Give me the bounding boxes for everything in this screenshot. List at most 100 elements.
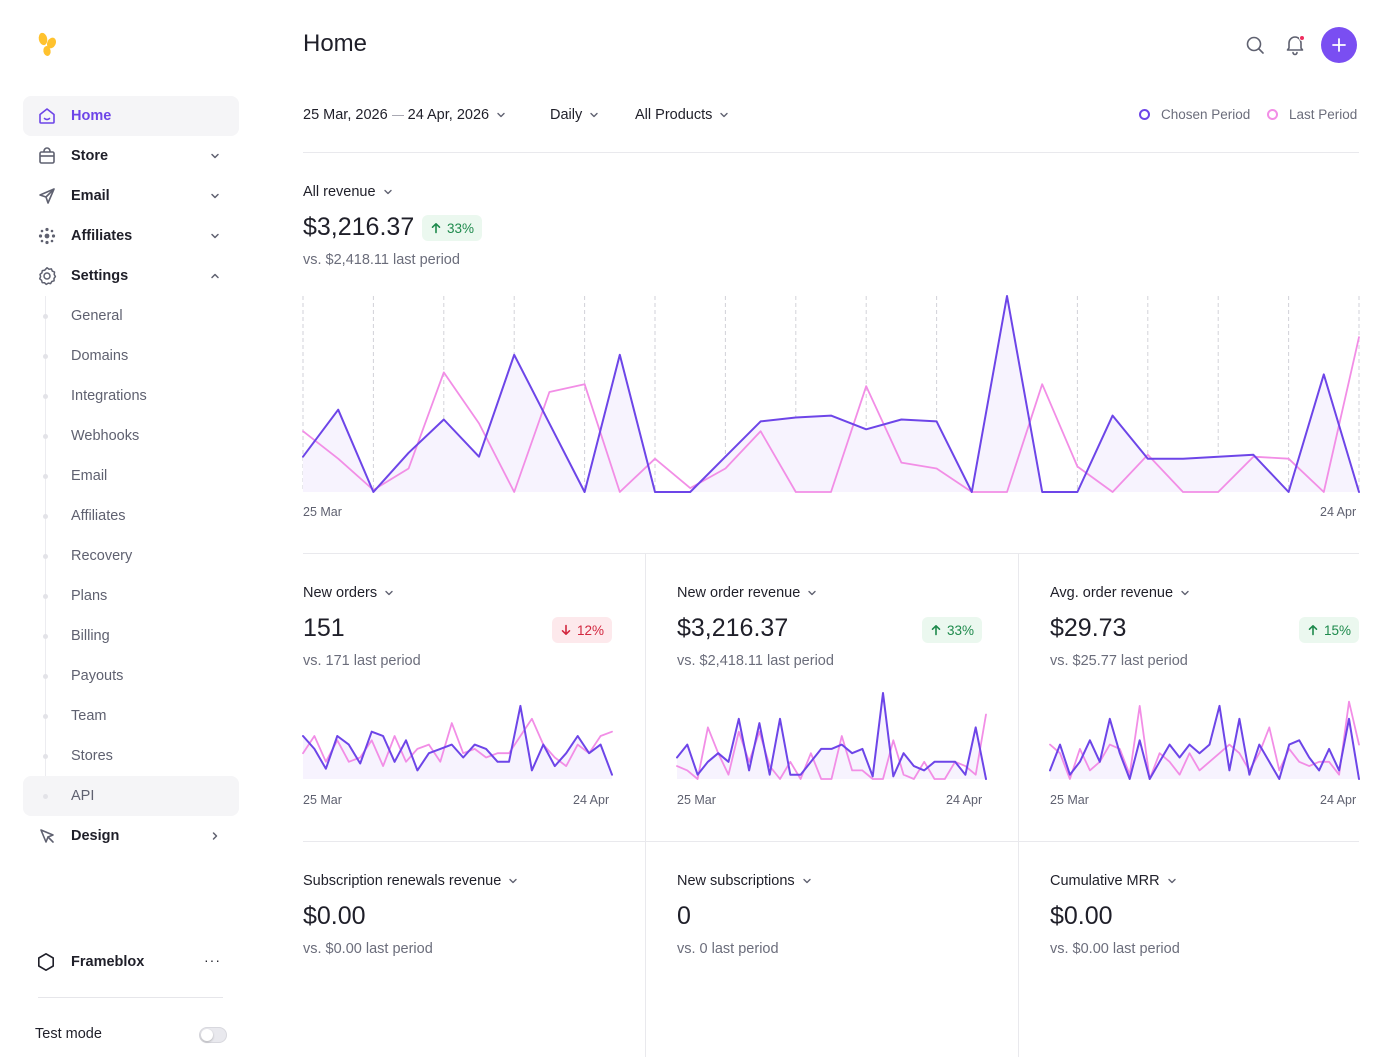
products-select[interactable]: All Products — [635, 107, 729, 123]
search-icon[interactable] — [1243, 33, 1267, 57]
avg-order-revenue-select[interactable]: Avg. order revenue — [1050, 585, 1190, 601]
metric-label: New order revenue — [677, 585, 801, 601]
arrow-up-icon — [931, 625, 941, 636]
gear-icon — [37, 266, 57, 286]
bullet-dot — [43, 314, 48, 319]
new-orders-chart[interactable] — [302, 693, 613, 779]
metric-value: $3,216.37 — [303, 213, 415, 241]
revenue-chart[interactable] — [302, 295, 1360, 493]
bullet-dot — [43, 394, 48, 399]
submenu-guide-line — [45, 296, 46, 796]
chosen-period-line — [302, 704, 613, 776]
send-icon — [37, 186, 57, 206]
brand-logo-icon[interactable] — [36, 30, 60, 58]
bullet-dot — [43, 594, 48, 599]
chevron-right-icon[interactable] — [209, 830, 221, 842]
settings-subitem-general[interactable]: General — [23, 296, 239, 336]
settings-subitem-payouts[interactable]: Payouts — [23, 656, 239, 696]
settings-subitem-email[interactable]: Email — [23, 456, 239, 496]
chevron-down-icon[interactable] — [209, 150, 221, 162]
sidebar-item-label: Email — [71, 188, 110, 204]
toggle-knob — [201, 1029, 213, 1041]
subitem-label: Stores — [71, 748, 113, 764]
change-value: 33% — [947, 622, 975, 638]
new-order-revenue-select[interactable]: New order revenue — [677, 585, 817, 601]
main-metric-select[interactable]: All revenue — [303, 184, 393, 200]
new-orders-select[interactable]: New orders — [303, 585, 394, 601]
series-area-fill — [677, 693, 986, 779]
legend-chosen: Chosen Period — [1139, 107, 1250, 122]
date-start: 25 Mar, 2026 — [303, 107, 388, 123]
workspace-switcher[interactable]: Frameblox ··· — [23, 942, 239, 982]
sidebar-item-store[interactable]: Store — [23, 136, 239, 176]
test-mode-toggle[interactable] — [199, 1027, 227, 1043]
settings-subitem-team[interactable]: Team — [23, 696, 239, 736]
bullet-dot — [43, 754, 48, 759]
sidebar-item-label: Settings — [71, 268, 129, 284]
settings-subitem-webhooks[interactable]: Webhooks — [23, 416, 239, 456]
more-options-icon[interactable]: ··· — [204, 952, 221, 968]
bullet-dot — [43, 714, 48, 719]
avg-order-revenue-chart[interactable] — [1049, 693, 1360, 780]
subscription-renewals-select[interactable]: Subscription renewals revenue — [303, 873, 518, 889]
create-button[interactable] — [1321, 27, 1357, 63]
settings-subitem-plans[interactable]: Plans — [23, 576, 239, 616]
sidebar-item-email[interactable]: Email — [23, 176, 239, 216]
x-axis-end-label: 24 Apr — [573, 793, 610, 807]
main-nav: Home Store Email Affiliates — [23, 96, 239, 856]
metric-value: 0 — [677, 902, 691, 930]
cumulative-mrr-select[interactable]: Cumulative MRR — [1050, 873, 1177, 889]
chosen-period-line — [1049, 704, 1360, 780]
x-axis-start-label: 25 Mar — [677, 793, 716, 807]
subitem-label: Integrations — [71, 388, 147, 404]
settings-subitem-integrations[interactable]: Integrations — [23, 376, 239, 416]
chevron-down-icon[interactable] — [209, 190, 221, 202]
settings-subitem-stores[interactable]: Stores — [23, 736, 239, 776]
bullet-dot — [43, 674, 48, 679]
metric-label: Avg. order revenue — [1050, 585, 1174, 601]
new-order-revenue-chart[interactable] — [676, 692, 987, 780]
hexagon-icon — [36, 952, 56, 977]
sidebar-item-home[interactable]: Home — [23, 96, 239, 136]
interval-select[interactable]: Daily — [550, 107, 599, 123]
divider — [303, 553, 1359, 554]
settings-subitem-affiliates[interactable]: Affiliates — [23, 496, 239, 536]
date-range-picker[interactable]: 25 Mar, 2026 24 Apr, 2026 — [303, 107, 506, 123]
change-badge: 15% — [1299, 617, 1360, 643]
sidebar-item-label: Store — [71, 148, 109, 164]
series-area-fill — [303, 296, 1359, 492]
plus-icon — [1332, 38, 1346, 52]
x-axis-end-label: 24 Apr — [1320, 505, 1357, 519]
bullet-dot — [43, 474, 48, 479]
sidebar: Home Store Email Affiliates — [0, 0, 262, 1057]
settings-subitem-billing[interactable]: Billing — [23, 616, 239, 656]
settings-subitem-recovery[interactable]: Recovery — [23, 536, 239, 576]
metric-value: $3,216.37 — [677, 614, 789, 642]
chevron-down-icon[interactable] — [209, 230, 221, 242]
x-axis-start-label: 25 Mar — [1050, 793, 1089, 807]
new-subscriptions-select[interactable]: New subscriptions — [677, 873, 812, 889]
sidebar-item-affiliates[interactable]: Affiliates — [23, 216, 239, 256]
chevron-down-icon — [385, 590, 393, 596]
bullet-dot — [43, 634, 48, 639]
range-dash — [391, 114, 404, 116]
x-axis-start-label: 25 Mar — [303, 505, 342, 519]
metric-value: $0.00 — [303, 902, 366, 930]
settings-subitem-domains[interactable]: Domains — [23, 336, 239, 376]
chevron-down-icon — [497, 112, 505, 118]
settings-subitem-api[interactable]: API — [23, 776, 239, 816]
chevron-up-icon[interactable] — [209, 270, 221, 282]
metric-comparison: vs. $0.00 last period — [303, 941, 433, 957]
x-axis-end-label: 24 Apr — [1320, 793, 1357, 807]
bullet-dot — [43, 554, 48, 559]
chevron-down-icon — [590, 112, 598, 118]
bell-icon[interactable] — [1283, 32, 1307, 56]
subitem-label: Plans — [71, 588, 108, 604]
metric-comparison: vs. $2,418.11 last period — [303, 252, 460, 268]
chevron-down-icon — [383, 189, 392, 195]
interval-value: Daily — [550, 107, 583, 123]
sidebar-item-design[interactable]: Design — [23, 816, 239, 856]
sidebar-item-settings[interactable]: Settings — [23, 256, 239, 296]
subitem-label: Webhooks — [71, 428, 140, 444]
legend-chosen-label: Chosen Period — [1161, 107, 1251, 122]
